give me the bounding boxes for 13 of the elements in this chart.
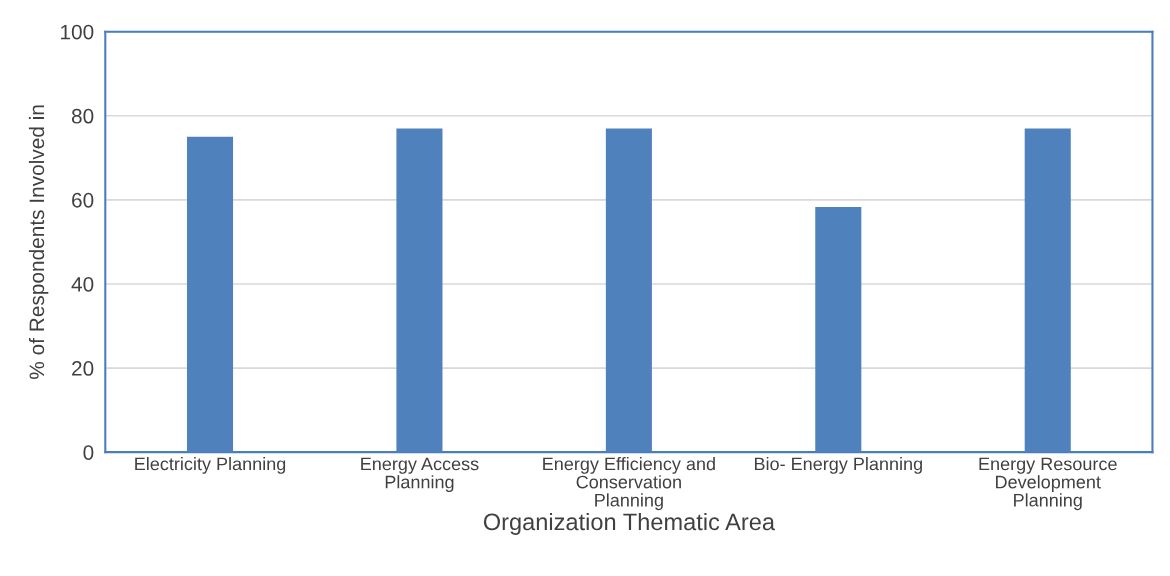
y-axis-title: % of Respondents Involved in: [28, 105, 49, 379]
y-tick-label: 80: [71, 108, 94, 124]
x-tick-label: Electricity Planning: [135, 457, 286, 474]
y-tick-label: 100: [61, 24, 94, 40]
x-tick-label: Energy Access Planning: [361, 457, 479, 492]
y-tick-label: 40: [71, 276, 94, 292]
x-axis-title: Organization Thematic Area: [483, 512, 776, 535]
x-tick-label: Energy Resource Development Planning: [979, 457, 1117, 511]
x-tick-label: Energy Efficiency and Conservation Planning: [543, 457, 715, 511]
y-tick-label: 20: [72, 361, 94, 376]
y-tick-label: 60: [72, 192, 94, 208]
y-tick-label: 0: [83, 445, 94, 460]
x-tick-label: Bio- Energy Planning: [754, 457, 922, 474]
